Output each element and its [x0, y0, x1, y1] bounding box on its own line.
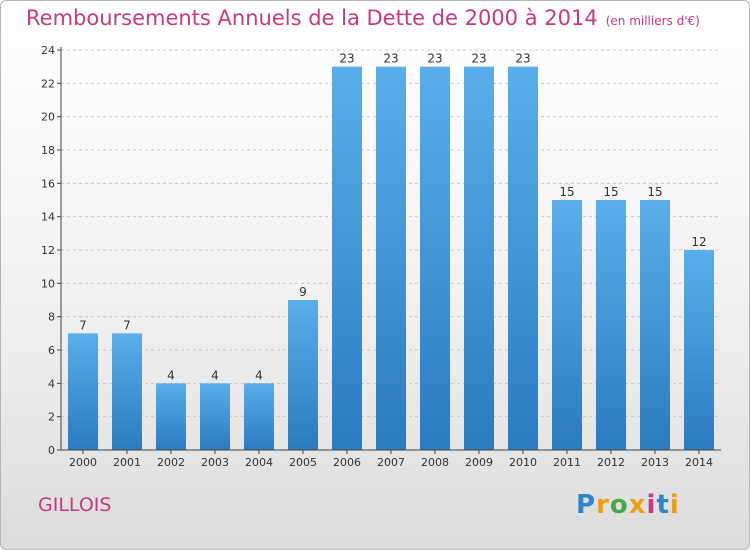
- chart-title: Remboursements Annuels de la Dette de 20…: [26, 6, 700, 30]
- bar-2003: [200, 383, 230, 450]
- x-tick-label: 2014: [685, 456, 713, 469]
- y-tick-label: 0: [48, 444, 55, 457]
- y-tick-label: 2: [48, 411, 55, 424]
- x-tick-label: 2002: [157, 456, 185, 469]
- bar-value-label: 15: [647, 185, 662, 199]
- y-tick-label: 16: [41, 177, 55, 190]
- bar-2001: [112, 333, 142, 450]
- bar-value-label: 23: [383, 52, 398, 66]
- bar-value-label: 15: [559, 185, 574, 199]
- bar-2011: [552, 200, 582, 450]
- bar-value-label: 23: [515, 52, 530, 66]
- bar-value-label: 23: [471, 52, 486, 66]
- bar-value-label: 23: [339, 52, 354, 66]
- x-tick-label: 2000: [69, 456, 97, 469]
- y-tick-label: 4: [48, 377, 55, 390]
- bar-2010: [508, 66, 538, 451]
- bar-value-label: 15: [603, 185, 618, 199]
- y-tick-label: 8: [48, 311, 55, 324]
- bar-2005: [288, 300, 318, 450]
- x-tick-label: 2011: [553, 456, 581, 469]
- x-tick-label: 2012: [597, 456, 625, 469]
- commune-name: GILLOIS: [38, 494, 112, 516]
- y-tick-label: 6: [48, 344, 55, 357]
- bar-2012: [596, 200, 626, 450]
- bar-2002: [156, 383, 186, 450]
- x-tick-label: 2013: [641, 456, 669, 469]
- bar-value-label: 7: [123, 318, 131, 332]
- x-tick-label: 2001: [113, 456, 141, 469]
- bar-2014: [684, 250, 714, 450]
- x-tick-label: 2009: [465, 456, 493, 469]
- y-tick-label: 10: [41, 277, 55, 290]
- bar-2000: [68, 333, 98, 450]
- y-tick-label: 24: [41, 44, 55, 57]
- chart-unit: (en milliers d'€): [605, 14, 700, 28]
- bar-value-label: 9: [299, 285, 307, 299]
- bar-2009: [464, 66, 494, 451]
- x-tick-label: 2008: [421, 456, 449, 469]
- bar-value-label: 12: [691, 235, 706, 249]
- bar-value-label: 7: [79, 318, 87, 332]
- bar-2007: [376, 66, 406, 451]
- bar-value-label: 4: [255, 368, 263, 382]
- x-tick-label: 2004: [245, 456, 273, 469]
- x-tick-label: 2003: [201, 456, 229, 469]
- x-tick-label: 2007: [377, 456, 405, 469]
- bars: 7 7 4 4 4 9 23 23 23 23 23 15 15 15 12: [68, 52, 714, 451]
- bar-2004: [244, 383, 274, 450]
- bar-value-label: 4: [167, 368, 175, 382]
- bar-value-label: 23: [427, 52, 442, 66]
- x-tick-label: 2010: [509, 456, 537, 469]
- x-tick-label: 2005: [289, 456, 317, 469]
- y-tick-label: 18: [41, 144, 55, 157]
- y-tick-label: 20: [41, 111, 55, 124]
- proxiti-logo[interactable]: Proxiti: [576, 490, 680, 520]
- y-tick-label: 22: [41, 77, 55, 90]
- bar-value-label: 4: [211, 368, 219, 382]
- bar-2013: [640, 200, 670, 450]
- y-tick-label: 14: [41, 211, 55, 224]
- bar-2008: [420, 66, 450, 451]
- x-tick-label: 2006: [333, 456, 361, 469]
- y-tick-label: 12: [41, 244, 55, 257]
- bar-2006: [332, 66, 362, 451]
- chart-title-text: Remboursements Annuels de la Dette de 20…: [26, 6, 598, 30]
